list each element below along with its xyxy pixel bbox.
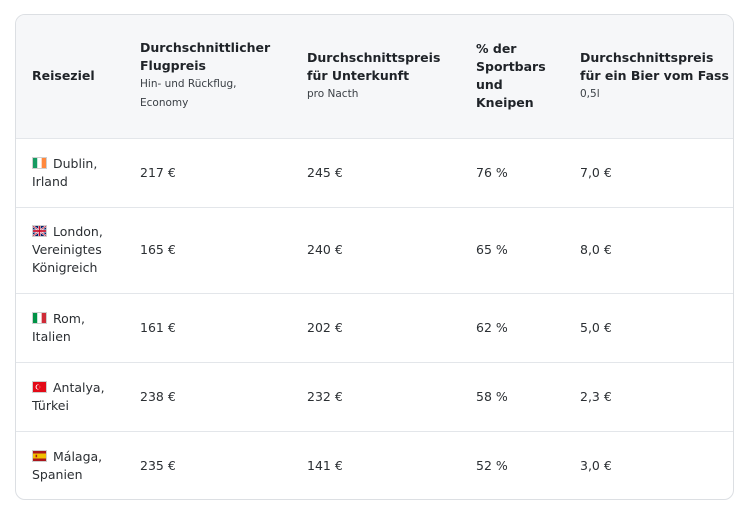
country-name: Vereinigtes Königreich <box>32 242 102 275</box>
country-name: Spanien <box>32 466 83 482</box>
header-beer-sub: 0,5l <box>580 87 600 100</box>
header-row: Reiseziel Durchschnittlicher Flugpreis H… <box>16 15 733 138</box>
ireland-flag-icon <box>32 156 47 169</box>
header-beer-price: Durchschnittspreis für ein Bier vom Fass… <box>564 15 733 138</box>
flight-price-cell: 161 € <box>140 319 176 335</box>
uk-flag-icon <box>32 225 47 237</box>
flight-price-cell: 165 € <box>140 242 176 257</box>
city-name: Dublin, <box>53 155 98 171</box>
sportsbars-cell: 76 % <box>476 164 508 180</box>
destination-cell: Antalya, Türkei <box>16 362 124 431</box>
lodging-price-cell: 141 € <box>307 457 343 473</box>
table-row: Dublin, Irland 217 € 245 € 76 % 7,0 € <box>16 138 733 207</box>
country-name: Irland <box>32 173 68 189</box>
lodging-price-cell: 202 € <box>307 319 343 335</box>
header-flight-sub: Hin- und Rückflug, Economy <box>140 78 237 110</box>
header-destination: Reiseziel <box>32 68 95 84</box>
destination-cell: London, Vereinigtes Königreich <box>16 207 124 293</box>
city-name: Málaga, <box>53 448 103 464</box>
sportsbars-cell: 58 % <box>476 388 508 404</box>
destination-cell: Dublin, Irland <box>16 138 124 207</box>
header-sportsbars: % der Sportbars und Kneipen <box>476 41 546 111</box>
spain-flag-icon <box>32 449 47 462</box>
country-name: Italien <box>32 328 71 344</box>
data-table: Reiseziel Durchschnittlicher Flugpreis H… <box>16 15 733 499</box>
beer-price-cell: 5,0 € <box>580 319 612 335</box>
beer-price-cell: 3,0 € <box>580 457 612 473</box>
turkey-flag-icon <box>32 380 47 393</box>
table-row: Rom, Italien 161 € 202 € 62 % 5,0 € <box>16 293 733 362</box>
table-header: Reiseziel Durchschnittlicher Flugpreis H… <box>16 15 733 138</box>
header-flight-price: Durchschnittlicher Flugpreis Hin- und Rü… <box>124 15 291 138</box>
table-body: Dublin, Irland 217 € 245 € 76 % 7,0 € <box>16 138 733 499</box>
lodging-price-cell: 245 € <box>307 164 343 180</box>
city-name: Antalya, <box>53 379 105 395</box>
lodging-price-cell: 240 € <box>307 242 343 257</box>
flight-price-cell: 217 € <box>140 164 176 180</box>
header-lodging-price: Durchschnittspreis für Unterkunft pro Na… <box>291 15 460 138</box>
lodging-price-cell: 232 € <box>307 388 343 404</box>
price-comparison-table: Reiseziel Durchschnittlicher Flugpreis H… <box>15 14 734 500</box>
header-lodging-sub: pro Nacth <box>307 87 359 100</box>
city-name: Rom, <box>53 310 85 326</box>
destination-cell: Rom, Italien <box>16 293 124 362</box>
table-row: London, Vereinigtes Königreich 165 € 240… <box>16 207 733 293</box>
flight-price-cell: 235 € <box>140 457 176 473</box>
beer-price-cell: 2,3 € <box>580 388 612 404</box>
sportsbars-cell: 62 % <box>476 319 508 335</box>
table-row: Antalya, Türkei 238 € 232 € 58 % 2,3 € <box>16 362 733 431</box>
italy-flag-icon <box>32 311 47 324</box>
beer-price-cell: 8,0 € <box>580 242 612 257</box>
table-row: Málaga, Spanien 235 € 141 € 52 % 3,0 € <box>16 431 733 499</box>
destination-cell: Málaga, Spanien <box>16 431 124 499</box>
beer-price-cell: 7,0 € <box>580 164 612 180</box>
flight-price-cell: 238 € <box>140 388 176 404</box>
sportsbars-cell: 52 % <box>476 457 508 473</box>
country-name: Türkei <box>32 397 69 413</box>
sportsbars-cell: 65 % <box>476 242 508 257</box>
city-name: London, <box>53 224 103 239</box>
